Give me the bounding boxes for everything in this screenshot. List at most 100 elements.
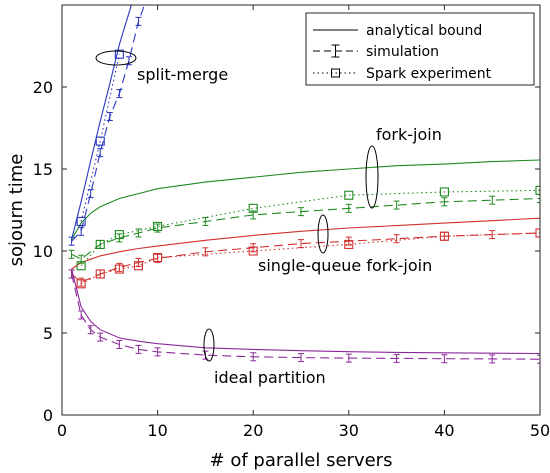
split-merge-analytical-line [71,5,132,240]
x-axis-label: # of parallel servers [210,450,393,471]
x-tick-label: 0 [57,421,67,440]
ideal-partition-simulation-point [87,325,94,335]
single-queue-fork-join-ellipse [317,214,329,254]
fork-join-experiment-point [95,239,105,249]
annotation-ideal-partition: ideal partition [214,368,326,387]
single-queue-fork-join-simulation-point [202,247,209,257]
ideal-partition-simulation-point [97,332,104,342]
split-merge-experiment-point [76,216,86,227]
fork-join-simulation-point [68,249,75,259]
fork-join-experiment-point [114,230,124,240]
fork-join-simulation-point [116,233,123,243]
single-queue-fork-join-simulation-point [250,243,257,253]
single-queue-fork-join-simulation-point [298,239,304,249]
legend-square [331,68,340,78]
legend-label: simulation [366,44,439,60]
split-merge-experiment-point [114,49,124,59]
single-queue-fork-join-analytical-line [71,217,540,270]
single-queue-fork-join-experiment-point [95,269,105,279]
ideal-partition-simulation-point [135,344,142,354]
single-queue-fork-join-experiment-point [439,231,449,241]
split-merge-ellipse [95,50,137,66]
annotation-fork-join: fork-join [376,125,442,144]
ideal-partition-ellipse [203,328,215,362]
fork-join-simulation-point [135,228,142,238]
y-tick-label: 0 [43,406,53,425]
fork-join-ellipse [365,145,379,209]
ideal-partition-simulation-point [537,354,540,364]
y-tick-label: 20 [33,78,53,97]
split-merge-simulation-point [97,148,104,158]
split-merge-experiment-point [95,136,105,146]
annotation-layer: split-merge fork-join single-queue fork-… [95,50,442,387]
ideal-partition-simulation-point [393,353,400,363]
ideal-partition-simulation-point [489,354,496,364]
ideal-partition-simulation-point [345,353,352,363]
single-queue-fork-join-simulation-point [393,234,400,244]
x-tick-label: 30 [339,421,359,440]
single-queue-fork-join-simulation-point [489,230,496,240]
ideal-partition-simulation-point [78,310,85,320]
annotation-single-queue-fork-join: single-queue fork-join [258,256,432,275]
mark-layer [68,16,540,364]
split-merge-simulation-point [78,226,85,236]
fork-join-simulation-line [71,197,540,260]
legend-label: Spark experiment [366,66,492,82]
single-queue-fork-join-simulation-point [135,257,142,267]
fork-join-experiment-point [439,187,449,197]
split-merge-simulation-point [68,236,75,246]
y-tick-label: 10 [33,242,53,261]
ideal-partition-simulation-point [298,353,304,363]
ideal-partition-simulation-point [250,352,257,362]
fork-join-simulation-point [393,200,400,210]
plot-area-border [61,4,541,416]
legend-entry-simulation: simulation [313,44,439,60]
x-tick-label: 20 [243,421,263,440]
legend-entry-spark-experiment: Spark experiment [313,66,492,82]
fork-join-simulation-point [202,216,209,226]
y-axis-label: sojourn time [6,154,27,267]
legend-entry-analytical-bound: analytical bound [313,23,482,39]
y-tick-label: 5 [43,324,53,343]
legend-errorbar-marker [331,44,340,58]
fork-join-experiment-point [153,221,163,231]
fork-join-simulation-point [345,203,352,213]
ideal-partition-analytical-line [71,268,540,355]
legend-box [305,12,535,86]
x-tick-label: 40 [434,421,454,440]
legend: analytical bound simulation Spark experi… [305,12,535,86]
ideal-partition-simulation-point [116,339,123,349]
y-tick-label: 15 [33,160,53,179]
single-queue-fork-join-experiment-point [248,246,258,256]
fork-join-simulation-point [441,197,448,207]
split-merge-simulation-point [135,16,142,26]
annotation-split-merge: split-merge [137,65,228,84]
single-queue-fork-join-experiment-point [76,279,86,289]
fork-join-experiment-point [248,203,258,213]
fork-join-experiment-point [535,185,540,195]
fork-join-analytical-line [71,159,540,240]
split-merge-simulation-point [106,112,113,122]
x-tick-label: 10 [147,421,167,440]
fork-join-experiment-point [76,261,86,271]
ideal-partition-simulation-point [154,347,161,357]
single-queue-fork-join-experiment-point [344,239,354,249]
split-merge-simulation-point [87,189,94,199]
single-queue-fork-join-experiment-point [133,261,144,271]
single-queue-fork-join-simulation-point [345,236,352,246]
single-queue-fork-join-experiment-point [153,253,163,263]
ideal-partition-simulation-point [68,269,75,279]
single-queue-fork-join-experiment-point [535,228,540,238]
split-merge-experiment-line [80,54,120,222]
fork-join-simulation-point [298,207,304,217]
fork-join-experiment-point [344,190,354,200]
fork-join-experiment-line [80,189,540,267]
legend-label: analytical bound [366,23,482,39]
single-queue-fork-join-experiment-point [114,264,124,274]
ideal-partition-simulation-line [71,273,540,360]
split-merge-simulation-point [116,89,123,99]
fork-join-simulation-point [97,239,104,249]
fork-join-simulation-point [489,195,496,205]
x-tick-label: 50 [530,421,550,440]
